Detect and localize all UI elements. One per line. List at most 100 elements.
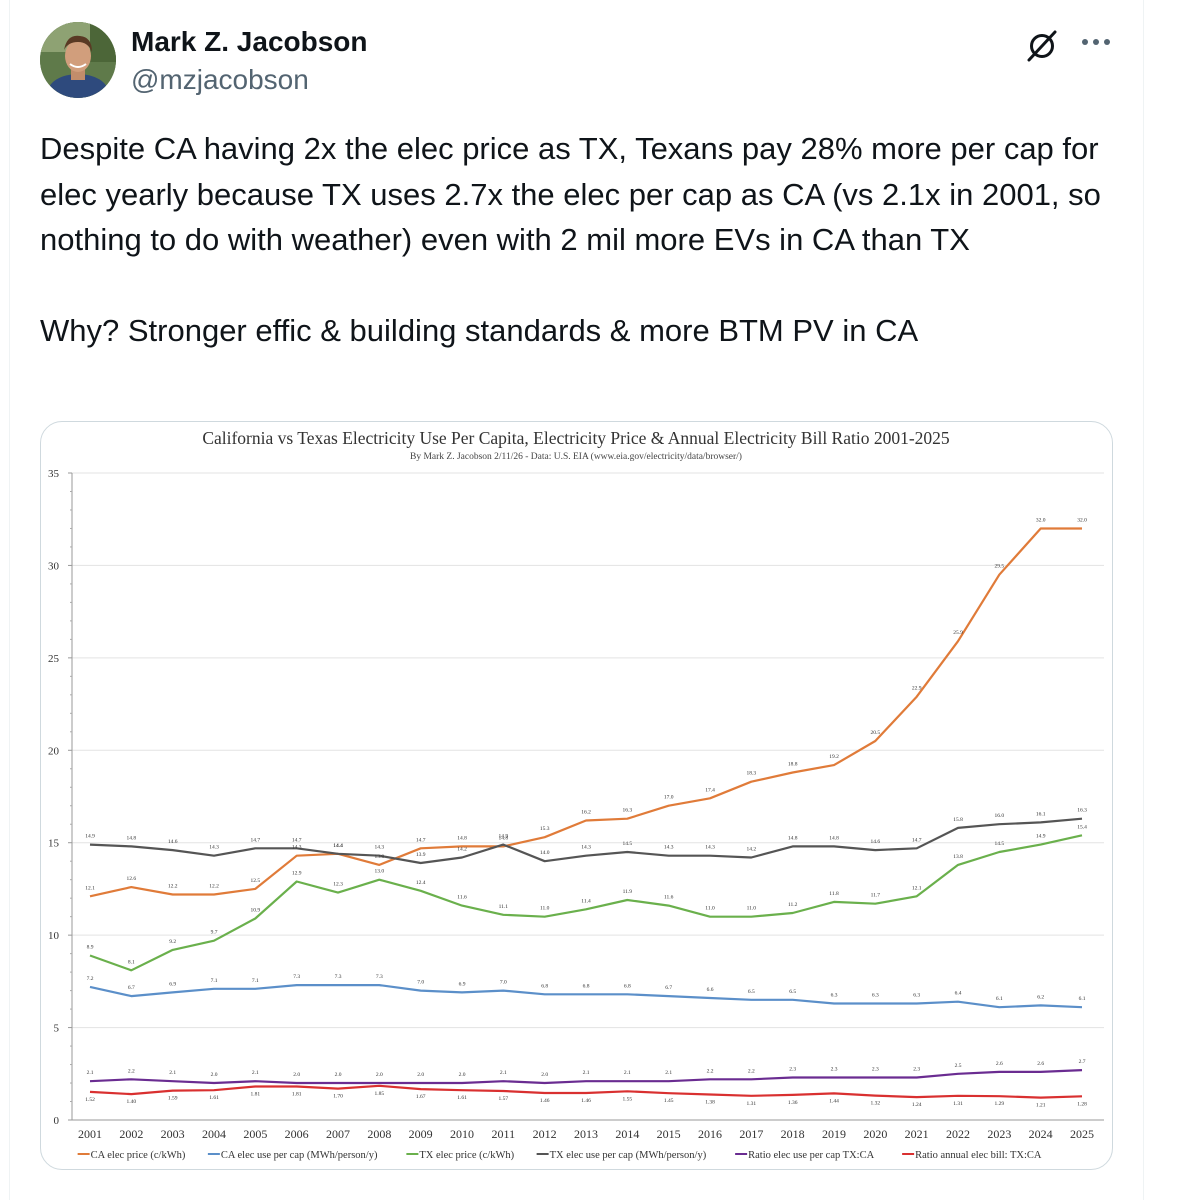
data-label: 14.2 <box>457 847 467 853</box>
data-label: 2.3 <box>913 1066 920 1072</box>
data-label: 7.3 <box>335 974 342 980</box>
data-label: 2.7 <box>1079 1059 1086 1065</box>
x-tick-label: 2017 <box>739 1127 763 1141</box>
data-label: 14.6 <box>168 839 178 845</box>
data-label: 6.8 <box>624 983 631 989</box>
data-label: 1.21 <box>1036 1103 1046 1109</box>
x-tick-label: 2018 <box>781 1127 805 1141</box>
data-label: 2.2 <box>707 1068 714 1074</box>
data-label: 13.8 <box>375 854 385 860</box>
data-label: 29.5 <box>995 564 1005 570</box>
author-avatar[interactable] <box>40 22 116 98</box>
data-label: 2.0 <box>293 1072 300 1078</box>
x-tick-label: 2003 <box>161 1127 185 1141</box>
avatar-photo <box>40 22 116 98</box>
data-label: 14.3 <box>664 845 674 851</box>
data-label: 1.36 <box>788 1100 798 1106</box>
data-label: 14.6 <box>871 839 881 845</box>
data-label: 14.7 <box>292 837 302 843</box>
timeline-border-right <box>1143 0 1144 1200</box>
data-label: 11.6 <box>457 895 467 901</box>
data-label: 18.8 <box>788 761 798 767</box>
data-label: 6.6 <box>707 987 714 993</box>
data-label: 6.5 <box>748 989 755 995</box>
grok-icon[interactable] <box>1024 28 1060 64</box>
data-label: 11.2 <box>788 902 798 908</box>
data-label: 12.1 <box>912 885 922 891</box>
x-tick-label: 2006 <box>285 1127 309 1141</box>
y-tick-labels: 0 5 10 15 20 25 30 35 <box>48 468 60 1127</box>
data-label: 2.3 <box>831 1066 838 1072</box>
data-label: 2.6 <box>996 1061 1003 1067</box>
data-label: 1.28 <box>1077 1101 1087 1107</box>
data-label: 6.1 <box>996 996 1003 1002</box>
data-label: 2.0 <box>459 1072 466 1078</box>
legend-entry: Ratio elec use per cap TX:CA <box>748 1150 874 1161</box>
x-tick-label: 2001 <box>78 1127 102 1141</box>
data-label: 9.2 <box>169 939 176 945</box>
more-options-icon[interactable] <box>1078 28 1114 56</box>
x-tick-label: 2024 <box>1029 1127 1053 1141</box>
x-tick-label: 2022 <box>946 1127 970 1141</box>
x-tick-label: 2014 <box>615 1127 639 1141</box>
data-label: 19.2 <box>829 754 839 760</box>
data-label: 1.38 <box>705 1099 715 1105</box>
data-label: 13.9 <box>416 852 426 858</box>
data-labels: 12.1 12.6 12.2 12.2 12.5 14.3 14.4 13.8 14.7 14.8… <box>85 517 1087 1108</box>
data-label: 1.24 <box>912 1102 922 1108</box>
data-label: 11.8 <box>829 891 839 897</box>
data-label: 1.81 <box>251 1092 261 1098</box>
x-tick-label: 2016 <box>698 1127 722 1141</box>
data-label: 14.9 <box>499 834 509 840</box>
data-label: 14.5 <box>623 841 633 847</box>
data-label: 8.9 <box>87 944 94 950</box>
data-label: 12.5 <box>251 878 261 884</box>
legend-entry: TX elec use per cap (MWh/person/y) <box>550 1150 707 1161</box>
data-label: 16.2 <box>581 810 591 816</box>
data-label: 1.52 <box>85 1097 95 1103</box>
data-label: 14.9 <box>1036 834 1046 840</box>
data-label: 1.59 <box>168 1096 178 1102</box>
data-label: 11.9 <box>623 889 633 895</box>
data-label: 1.40 <box>127 1099 137 1105</box>
timeline-border-left <box>9 0 10 1200</box>
y-tick-label: 10 <box>48 930 60 942</box>
series-line <box>89 983 1083 1009</box>
data-label: 12.6 <box>127 876 137 882</box>
data-label: 14.5 <box>995 841 1005 847</box>
y-tick-label: 0 <box>54 1115 60 1127</box>
data-label: 17.4 <box>705 787 715 793</box>
x-tick-label: 2012 <box>533 1127 557 1141</box>
tweet-paragraph: Why? Stronger effic & building standards… <box>40 312 919 348</box>
x-tick-label: 2023 <box>987 1127 1011 1141</box>
tweet-media-chart[interactable]: California vs Texas Electricity Use Per … <box>40 421 1113 1170</box>
line-chart: California vs Texas Electricity Use Per … <box>48 428 1104 1161</box>
data-label: 14.8 <box>499 835 509 841</box>
data-label: 15.8 <box>953 817 963 823</box>
data-label: 14.8 <box>788 835 798 841</box>
data-label: 14.0 <box>540 850 550 856</box>
data-label: 16.0 <box>995 813 1005 819</box>
data-label: 14.4 <box>333 843 343 849</box>
data-label: 6.4 <box>955 991 962 997</box>
y-minor-ticks <box>68 472 72 1121</box>
x-tick-label: 2020 <box>863 1127 887 1141</box>
author-handle[interactable]: @mzjacobson <box>131 64 309 95</box>
author-name[interactable]: Mark Z. Jacobson <box>131 26 368 57</box>
data-label: 2.6 <box>1037 1061 1044 1067</box>
data-label: 6.9 <box>459 981 466 987</box>
data-label: 15.3 <box>540 826 550 832</box>
y-tick-label: 5 <box>54 1023 60 1035</box>
data-label: 2.3 <box>872 1066 879 1072</box>
data-label: 2.0 <box>335 1072 342 1078</box>
data-label: 14.3 <box>705 845 715 851</box>
x-tick-label: 2021 <box>905 1127 929 1141</box>
data-label: 6.3 <box>831 993 838 999</box>
data-label: 11.0 <box>705 906 715 912</box>
data-label: 14.9 <box>85 834 95 840</box>
data-label: 1.61 <box>457 1095 467 1101</box>
data-label: 1.61 <box>209 1095 219 1101</box>
data-label: 2.1 <box>583 1070 590 1076</box>
data-label: 2.0 <box>541 1072 548 1078</box>
x-tick-label: 2007 <box>326 1127 350 1141</box>
